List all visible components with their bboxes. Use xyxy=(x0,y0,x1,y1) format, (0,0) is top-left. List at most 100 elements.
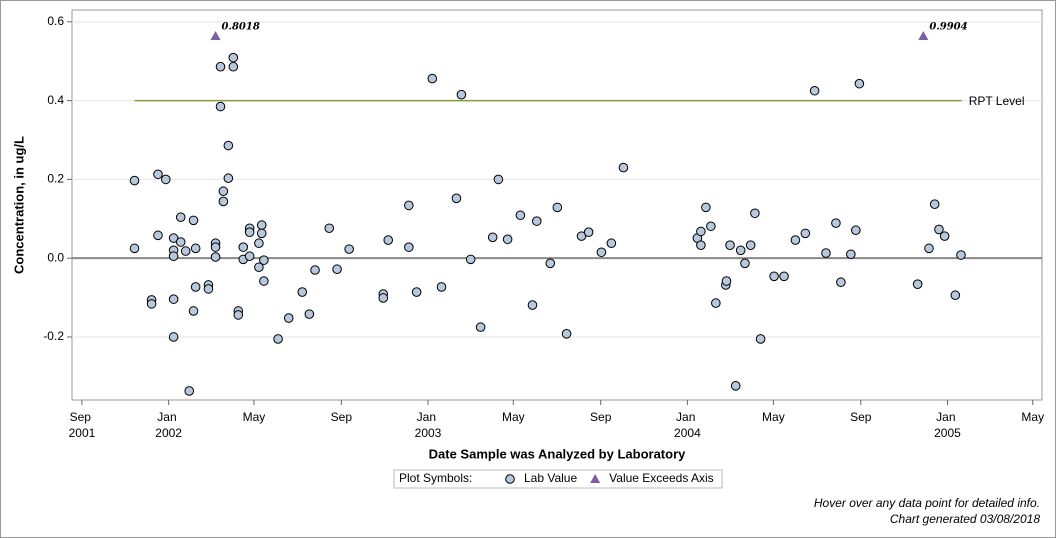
point xyxy=(404,200,414,211)
point xyxy=(168,332,179,342)
point xyxy=(576,231,587,241)
point xyxy=(273,334,283,344)
legend-label: Lab Value xyxy=(524,471,577,485)
point xyxy=(146,299,157,309)
point xyxy=(934,224,944,235)
point xyxy=(745,240,756,250)
point xyxy=(618,162,629,173)
point xyxy=(184,386,195,396)
note: Chart generated 03/08/2018 xyxy=(890,512,1040,526)
point xyxy=(487,232,498,243)
point xyxy=(404,242,414,252)
x-tick-label: Jan 2002 xyxy=(155,410,182,440)
legend-marker xyxy=(590,474,601,483)
point xyxy=(836,277,846,288)
x-tick-label: Sep xyxy=(850,410,872,424)
point xyxy=(218,196,229,207)
point xyxy=(696,240,706,250)
point xyxy=(561,329,572,339)
y-tick-label: 0.0 xyxy=(47,250,64,264)
exceed-marker xyxy=(210,31,221,40)
point xyxy=(254,238,264,249)
point xyxy=(475,322,486,332)
point xyxy=(800,228,811,239)
point xyxy=(730,381,741,391)
point xyxy=(304,309,315,319)
point xyxy=(218,186,229,197)
point xyxy=(956,250,966,260)
x-tick-label: May xyxy=(243,410,266,424)
point xyxy=(228,61,239,72)
point xyxy=(238,242,249,252)
point xyxy=(735,245,746,256)
y-tick-label: -0.2 xyxy=(43,329,64,343)
x-tick-label: Sep xyxy=(331,410,353,424)
point xyxy=(596,247,607,258)
point xyxy=(233,310,244,320)
point xyxy=(223,173,234,184)
point xyxy=(188,215,199,226)
point xyxy=(740,258,750,269)
point xyxy=(527,300,538,310)
point xyxy=(332,264,342,275)
point xyxy=(161,174,171,185)
point xyxy=(244,251,255,262)
y-tick-label: 0.4 xyxy=(47,93,64,107)
point xyxy=(750,208,760,219)
point xyxy=(259,255,269,265)
point xyxy=(244,227,255,237)
point xyxy=(545,258,556,269)
point xyxy=(725,240,735,250)
exceed-marker xyxy=(918,31,929,40)
x-tick-label: Jan 2004 xyxy=(674,410,701,440)
point xyxy=(696,226,706,237)
point xyxy=(254,262,264,273)
point xyxy=(701,202,711,213)
x-tick-label: Sep 2001 xyxy=(69,410,96,440)
point xyxy=(153,230,163,241)
x-tick-label: May xyxy=(762,410,785,424)
x-tick-label: May xyxy=(502,410,525,424)
point xyxy=(711,298,721,308)
point xyxy=(310,265,320,275)
y-axis-label: Concentration, in ug/L xyxy=(11,136,26,274)
legend xyxy=(393,469,723,489)
point xyxy=(378,293,389,303)
y-tick-label: 0.6 xyxy=(47,14,64,28)
point xyxy=(821,248,831,258)
point xyxy=(706,221,716,232)
point xyxy=(502,234,513,245)
point xyxy=(153,169,163,180)
point xyxy=(769,271,779,282)
point xyxy=(190,243,201,254)
point xyxy=(324,223,335,234)
point xyxy=(283,313,294,323)
x-tick-label: May xyxy=(1021,410,1044,424)
point xyxy=(531,216,542,226)
point xyxy=(456,89,467,100)
point xyxy=(129,243,140,254)
point xyxy=(846,249,856,260)
point xyxy=(228,52,239,63)
point xyxy=(215,101,226,112)
legend-label: Value Exceeds Axis xyxy=(609,471,714,485)
x-axis-label: Date Sample was Analyzed by Laboratory xyxy=(429,446,686,461)
point xyxy=(168,251,179,262)
point xyxy=(515,210,526,221)
point xyxy=(297,287,308,297)
point xyxy=(583,227,594,237)
legend-title: Plot Symbols: xyxy=(399,471,472,485)
point xyxy=(427,73,438,84)
y-tick-label: 0.2 xyxy=(47,172,64,186)
point xyxy=(256,220,267,230)
point xyxy=(411,287,422,297)
point xyxy=(851,225,861,236)
point xyxy=(451,193,462,204)
legend-marker xyxy=(505,474,515,484)
point xyxy=(929,199,940,210)
point xyxy=(188,306,199,316)
point xyxy=(259,276,269,286)
point xyxy=(721,276,732,286)
